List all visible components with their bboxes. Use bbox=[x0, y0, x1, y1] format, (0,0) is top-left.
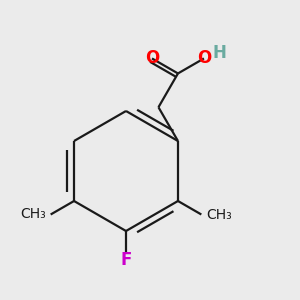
Text: O: O bbox=[197, 50, 211, 68]
Text: H: H bbox=[213, 44, 226, 62]
Text: CH₃: CH₃ bbox=[206, 208, 232, 221]
Text: F: F bbox=[120, 251, 132, 269]
Text: CH₃: CH₃ bbox=[20, 208, 46, 221]
Text: O: O bbox=[145, 50, 159, 68]
